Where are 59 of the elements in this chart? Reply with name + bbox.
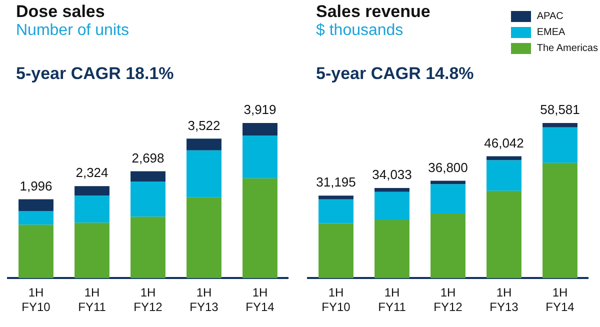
chart-subtitle: $ thousands (316, 22, 404, 40)
bar (186, 150, 222, 198)
annotation: 3,522 (188, 118, 220, 133)
legend-label: EMEA (536, 26, 566, 38)
x-tick-label: 1H FY13 (490, 286, 519, 314)
legend-label: APAC (536, 10, 564, 22)
bar (430, 213, 466, 278)
bar (74, 222, 110, 278)
bar (430, 184, 466, 214)
annotation: 3,919 (244, 102, 276, 118)
bar (74, 196, 110, 223)
bar (318, 223, 354, 278)
bar (186, 197, 222, 278)
bar (486, 160, 522, 191)
bar (374, 188, 410, 192)
bar (430, 180, 466, 184)
bar (486, 190, 522, 278)
annotation: 46,042 (484, 135, 524, 150)
annotation: 36,800 (428, 160, 468, 175)
annotation: 1,996 (20, 178, 52, 194)
x-tick-label: 1H FY10 (22, 286, 51, 314)
bar (130, 171, 166, 182)
annotation: 31,195 (316, 174, 356, 190)
x-tick-label: 1H FY12 (134, 286, 163, 314)
text: 5-year CAGR 18.1% (16, 64, 174, 84)
bar (130, 182, 166, 217)
bar (130, 216, 166, 278)
x-tick-label: 1H FY12 (434, 286, 463, 314)
bar (486, 156, 522, 160)
legend-label: The Americas (536, 42, 598, 54)
text: 5-year CAGR 14.8% (316, 64, 474, 84)
bar (18, 224, 54, 278)
x-tick-label: 1H FY14 (546, 286, 575, 314)
x-tick-label: 1H FY11 (78, 286, 106, 314)
bar (74, 186, 110, 196)
chart-subtitle: Number of units (16, 22, 129, 40)
annotation: 58,581 (540, 102, 580, 118)
bar (318, 196, 354, 200)
bar (374, 192, 410, 220)
bar (242, 178, 278, 278)
bar (242, 136, 278, 178)
bar (542, 162, 578, 278)
bar (186, 138, 222, 150)
annotation: 34,033 (372, 167, 412, 182)
chart-title: Dose sales (16, 2, 105, 22)
bar (542, 123, 578, 128)
bar (18, 199, 54, 211)
x-tick-label: 1H FY11 (378, 286, 406, 314)
bar (374, 220, 410, 278)
bar (18, 211, 54, 225)
chart-title: Sales revenue (316, 2, 430, 22)
bar (242, 123, 278, 136)
annotation: 2,698 (132, 150, 164, 166)
x-tick-label: 1H FY10 (322, 286, 351, 314)
bar (542, 127, 578, 163)
bar (318, 199, 354, 224)
annotation: 2,324 (76, 165, 108, 180)
x-tick-label: 1H FY13 (190, 286, 219, 314)
x-tick-label: 1H FY14 (246, 286, 275, 314)
